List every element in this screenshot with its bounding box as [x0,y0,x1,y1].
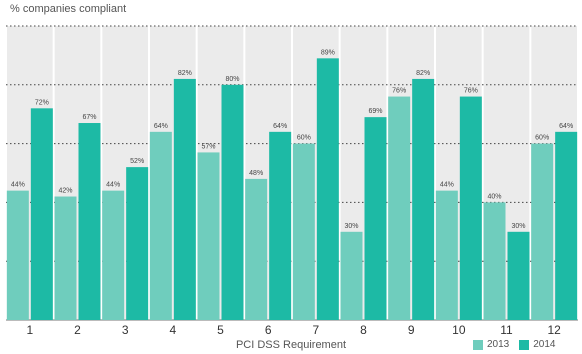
bar-2014-6 [269,131,292,320]
x-tick-labels: 1 2 3 4 5 6 7 8 9 10 11 12 [26,323,561,337]
data-label: 30% [344,223,358,230]
data-label: 52% [130,158,144,165]
bar-2013-4 [149,131,172,320]
bar-2013-2 [54,196,77,320]
bar-2013-11 [483,202,506,320]
legend-label-2013: 2013 [487,339,510,350]
data-label: 76% [464,88,478,95]
data-label: 76% [392,88,406,95]
bar-2013-3 [102,190,125,320]
data-label: 64% [559,123,573,130]
data-label: 40% [487,193,501,200]
x-tick-label: 7 [312,323,319,337]
legend-swatch-2013 [473,339,483,350]
x-tick-label: 3 [122,323,129,337]
data-label: 48% [249,170,263,177]
data-label: 44% [11,182,25,189]
gridlines [6,25,578,321]
data-labels: 44% 42% 44% 64% 57% 48% 60% 30% 76% 44% 40% 60% 72% 6… [11,49,573,229]
bar-2014-9 [412,78,435,320]
data-label: 60% [297,135,311,142]
data-label: 82% [416,70,430,77]
bar-2013-7 [292,143,315,320]
bar-2014-7 [316,58,339,321]
bar-2013-9 [388,96,411,320]
bar-2013-6 [245,178,268,320]
y-axis-label: % companies compliant [10,3,127,15]
data-label: 64% [273,123,287,130]
legend-swatch-2014 [519,339,530,350]
bar-2014-11 [507,231,530,320]
bar-2013-8 [340,231,363,320]
data-label: 44% [440,182,454,189]
bar-2013-12 [531,143,554,320]
x-tick-label: 2 [74,323,81,337]
bar-2013-5 [197,152,220,320]
bar-2014-12 [555,131,578,320]
x-tick-label: 1 [26,323,33,337]
x-tick-label: 10 [452,323,466,337]
legend: 2013 2014 [473,339,566,350]
bar-2014-2 [78,123,101,321]
bar-2014-1 [30,108,53,320]
data-label: 57% [201,143,215,150]
bar-2013-1 [6,190,29,320]
data-label: 44% [106,182,120,189]
x-axis-label: PCI DSS Requirement [235,339,347,351]
bars [6,58,578,321]
data-label: 69% [368,108,382,115]
data-label: 64% [154,123,168,130]
bar-2014-10 [459,96,482,320]
data-label: 82% [178,70,192,77]
data-label: 72% [35,99,49,106]
x-tick-label: 4 [169,323,176,337]
x-tick-label: 9 [408,323,415,337]
legend-label-2014: 2014 [533,339,556,350]
data-label: 30% [511,223,525,230]
x-tick-label: 11 [500,323,513,337]
bar-2013-10 [435,190,458,320]
bar-2014-3 [126,167,149,320]
data-label: 42% [58,188,72,195]
data-label: 89% [321,49,335,56]
bar-2014-5 [221,84,244,320]
x-tick-label: 12 [547,323,561,337]
x-tick-label: 8 [360,323,367,337]
x-tick-label: 5 [217,323,224,337]
data-label: 60% [535,135,549,142]
data-label: 67% [82,114,96,121]
data-label: 80% [225,76,239,83]
x-tick-label: 6 [265,323,272,337]
bar-2014-8 [364,117,387,320]
bar-2014-4 [173,78,196,320]
